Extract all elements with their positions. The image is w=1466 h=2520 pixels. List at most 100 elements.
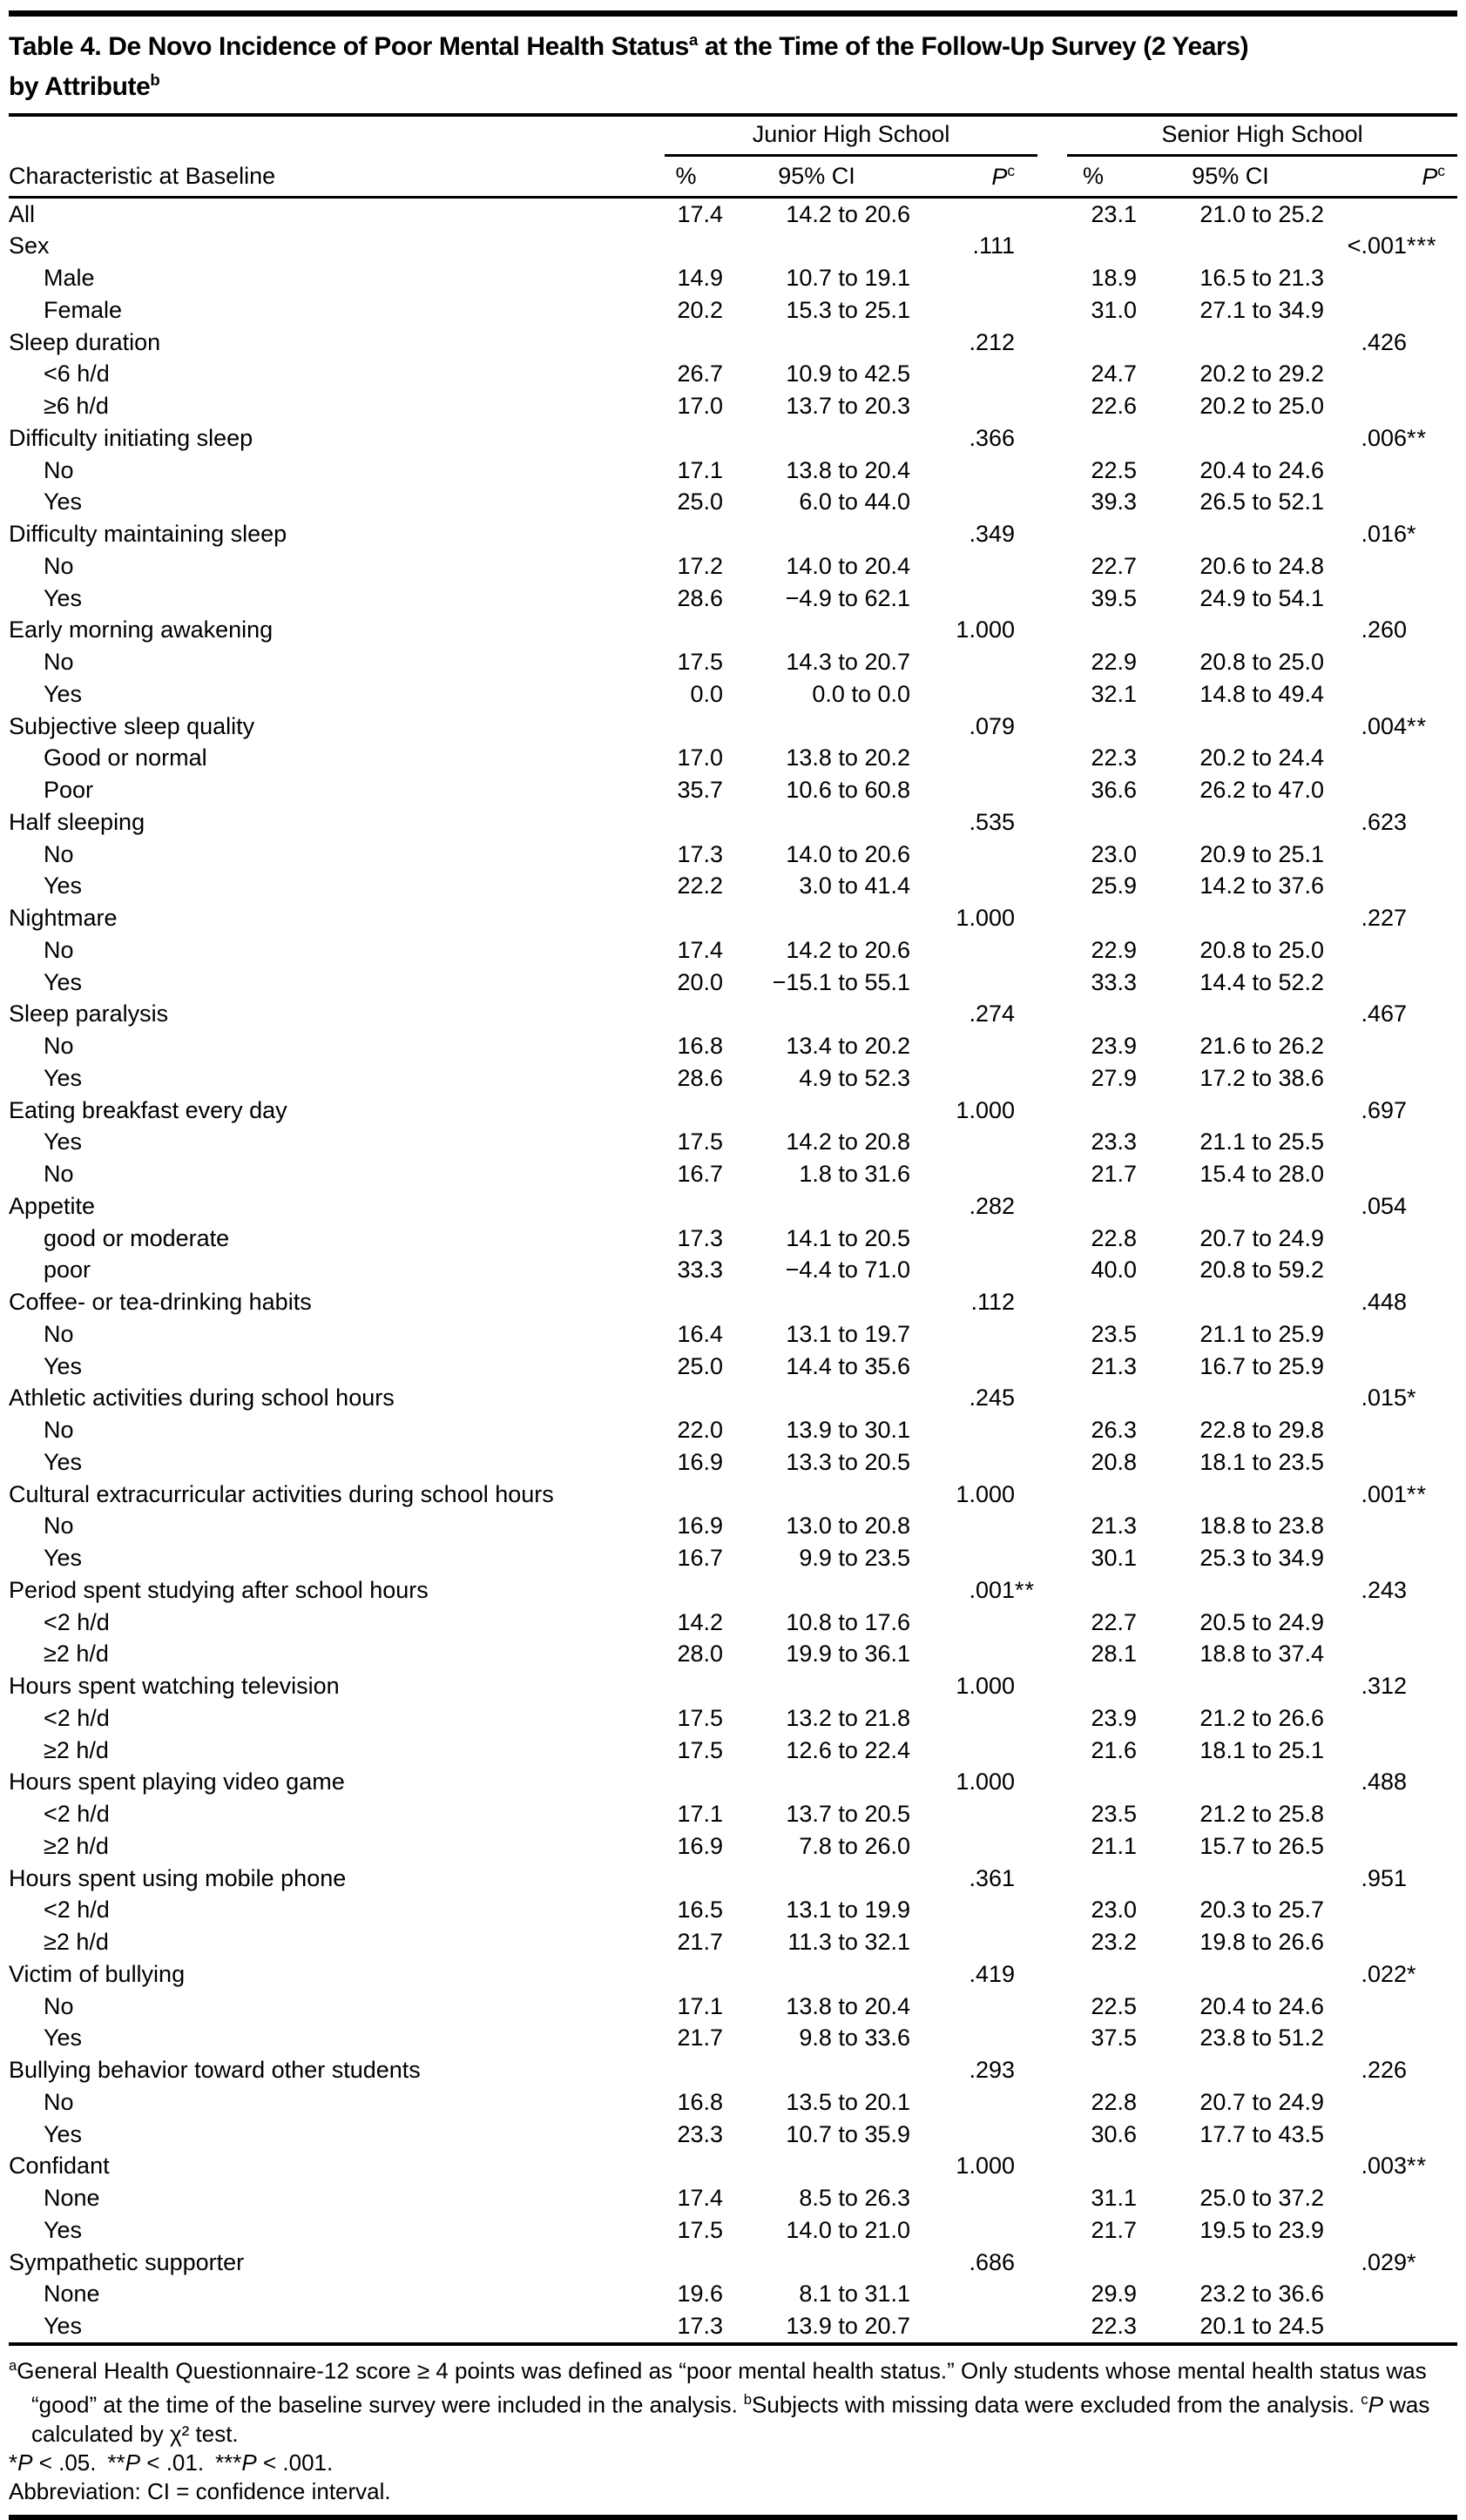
senior-percent: 21.3 — [1091, 1352, 1138, 1379]
junior-ci: 13.9 to 30.1 — [786, 1417, 910, 1443]
junior-percent: 20.2 — [677, 296, 723, 323]
senior-ci: 24.9 to 54.1 — [1199, 584, 1325, 611]
senior-ci — [1137, 1095, 1324, 1127]
junior-ci — [723, 1286, 910, 1318]
p-value: .282 — [969, 1192, 1015, 1219]
senior-p-cell — [1324, 774, 1457, 806]
senior-percent: 23.5 — [1091, 1320, 1138, 1347]
junior-percent — [649, 1479, 723, 1511]
senior-p-cell: .312 — [1324, 1670, 1457, 1702]
senior-percent: 22.5 — [1091, 1992, 1138, 2019]
junior-ci: 13.8 to 20.4 — [786, 456, 910, 483]
junior-p-cell: 1.000 — [910, 1095, 1050, 1127]
significance-stars: ** — [1407, 712, 1428, 739]
junior-percent: 28.6 — [677, 584, 723, 611]
senior-ci — [1137, 422, 1324, 455]
senior-ci — [1137, 1766, 1324, 1798]
junior-percent: 35.7 — [677, 777, 723, 803]
senior-ci — [1137, 998, 1324, 1030]
junior-ci: 13.7 to 20.3 — [786, 393, 910, 419]
junior-p-header: Pc — [910, 157, 1051, 199]
p-value: .623 — [1361, 808, 1408, 835]
junior-percent: 16.8 — [677, 2088, 723, 2115]
senior-ci: 18.1 to 25.1 — [1199, 1736, 1325, 1763]
junior-ci — [723, 2054, 910, 2086]
junior-percent — [649, 1190, 723, 1223]
junior-p-cell: 1.000 — [910, 1670, 1050, 1702]
senior-p-cell — [1324, 1318, 1457, 1351]
senior-percent — [1050, 1574, 1137, 1607]
junior-ci: 13.7 to 20.5 — [786, 1801, 910, 1827]
table-row-item: No 16.7 1.8 to 31.6 21.7 15.4 to 28.0 — [9, 1158, 1457, 1190]
row-label: Good or normal — [44, 745, 207, 771]
table-row-category: Hours spent using mobile phone .361 .951 — [9, 1863, 1457, 1895]
senior-percent — [1050, 902, 1137, 934]
row-label: <2 h/d — [44, 1801, 110, 1827]
table-row-item: No 16.8 13.5 to 20.1 22.8 20.7 to 24.9 — [9, 2086, 1457, 2119]
junior-ci: 10.8 to 17.6 — [786, 1608, 910, 1635]
junior-percent — [649, 1958, 723, 1991]
junior-percent — [649, 1863, 723, 1895]
junior-p-cell — [910, 550, 1050, 583]
group-label-senior: Senior High School — [1067, 121, 1458, 157]
senior-percent: 39.3 — [1091, 489, 1138, 515]
p-value: .079 — [969, 712, 1015, 739]
junior-p-cell: 1.000 — [910, 1766, 1050, 1798]
p-value: .366 — [969, 424, 1015, 451]
junior-p-cell — [910, 2278, 1050, 2310]
junior-p-cell — [910, 934, 1050, 967]
footnote-marker-b: b — [743, 2391, 753, 2409]
senior-percent: 21.6 — [1091, 1736, 1138, 1763]
junior-ci: 13.2 to 21.8 — [786, 1704, 910, 1731]
senior-p-cell — [1324, 197, 1457, 230]
junior-ci — [723, 2150, 910, 2182]
junior-p-cell — [910, 1254, 1050, 1286]
junior-ci: 4.9 to 52.3 — [799, 1064, 910, 1091]
sig-threshold: < .001. — [256, 2449, 334, 2476]
junior-percent — [649, 230, 723, 262]
row-label: <2 h/d — [44, 1704, 110, 1731]
junior-percent — [649, 2247, 723, 2279]
table-row-item: No 16.9 13.0 to 20.8 21.3 18.8 to 23.8 — [9, 1510, 1457, 1542]
row-label: Sleep duration — [9, 328, 161, 355]
senior-percent: 30.1 — [1091, 1545, 1138, 1571]
sig-stars: * — [9, 2449, 18, 2476]
junior-percent — [649, 518, 723, 550]
junior-p-cell — [910, 1607, 1050, 1639]
row-label: Hours spent using mobile phone — [9, 1864, 347, 1891]
row-label: good or moderate — [44, 1224, 230, 1251]
junior-percent: 17.1 — [677, 456, 723, 483]
junior-ci — [723, 1190, 910, 1223]
senior-p-cell: .467 — [1324, 998, 1457, 1030]
junior-p-cell — [910, 1223, 1050, 1255]
table-row-item: No 17.4 14.2 to 20.6 22.9 20.8 to 25.0 — [9, 934, 1457, 967]
senior-percent: 23.3 — [1091, 1129, 1138, 1156]
group-label-junior: Junior High School — [665, 121, 1038, 157]
table-row-category: Appetite .282 .054 — [9, 1190, 1457, 1223]
table-row-item: <2 h/d 17.5 13.2 to 21.8 23.9 21.2 to 26.6 — [9, 1702, 1457, 1735]
junior-p-cell — [910, 455, 1050, 487]
table-row-category: Sympathetic supporter .686 .029* — [9, 2247, 1457, 2279]
senior-p-cell — [1324, 1542, 1457, 1574]
table-row-category: Sex .111 <.001*** — [9, 230, 1457, 262]
junior-percent: 16.5 — [677, 1897, 723, 1924]
junior-ci — [723, 902, 910, 934]
senior-p-cell — [1324, 1638, 1457, 1670]
row-label: poor — [44, 1257, 91, 1284]
sig-stars: ** — [107, 2449, 125, 2476]
senior-p-cell: .260 — [1324, 614, 1457, 646]
p-value: .274 — [969, 1001, 1015, 1028]
table-row-item: ≥6 h/d 17.0 13.7 to 20.3 22.6 20.2 to 25.0 — [9, 390, 1457, 422]
junior-ci: 13.8 to 20.2 — [786, 745, 910, 771]
row-label: Yes — [44, 680, 83, 707]
senior-p-header: Pc — [1324, 157, 1458, 199]
senior-ci: 26.2 to 47.0 — [1199, 777, 1325, 803]
p-value: 1.000 — [956, 2153, 1015, 2180]
senior-percent: 27.9 — [1091, 1064, 1138, 1091]
junior-percent: 16.7 — [677, 1545, 723, 1571]
senior-p-cell — [1324, 358, 1457, 390]
footnote-marker-c: c — [1361, 2391, 1368, 2409]
senior-ci — [1137, 1863, 1324, 1895]
junior-percent: 16.9 — [677, 1832, 723, 1859]
senior-percent: 25.9 — [1091, 873, 1138, 900]
